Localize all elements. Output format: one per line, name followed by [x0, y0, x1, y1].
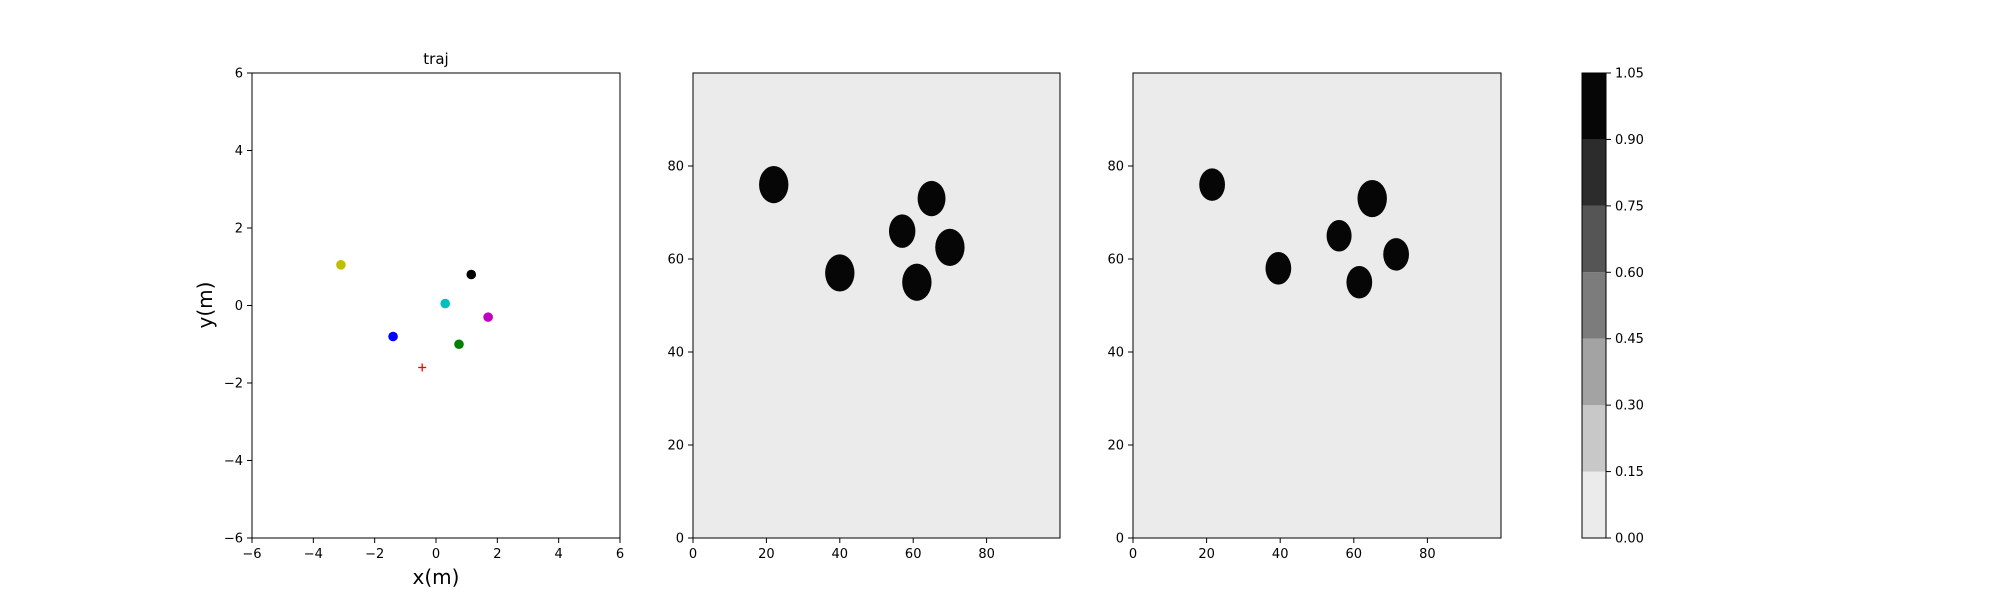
- heatmap-panel-1: 0 20 40 60 80 0 20 40 60 80: [667, 73, 1060, 562]
- traj-x-label: x(m): [413, 565, 460, 589]
- x-tick-label: 40: [832, 547, 849, 562]
- x-tick-label: 20: [1198, 547, 1215, 562]
- colorbar-tick-label: 0.60: [1615, 266, 1644, 281]
- y-tick-label: 4: [235, 144, 243, 159]
- trajectory-point: [454, 339, 464, 349]
- colorbar-band: [1582, 405, 1606, 471]
- occupancy-blob: [759, 166, 788, 203]
- y-tick-label: 80: [667, 160, 684, 175]
- heatmap-1-y-ticks: 0 20 40 60 80: [667, 160, 693, 547]
- occupancy-blob: [889, 214, 915, 247]
- y-tick-label: 0: [235, 299, 243, 314]
- y-tick-label: 60: [667, 253, 684, 268]
- y-tick-label: 80: [1107, 160, 1124, 175]
- x-tick-label: −2: [365, 547, 384, 562]
- y-tick-label: −4: [224, 454, 243, 469]
- y-tick-label: 20: [1107, 439, 1124, 454]
- x-tick-label: 0: [689, 547, 697, 562]
- x-tick-label: −6: [242, 547, 261, 562]
- x-tick-label: 2: [493, 547, 501, 562]
- colorbar-band: [1582, 206, 1606, 272]
- trajectory-point: [483, 312, 493, 322]
- heatmap-2-y-ticks: 0 20 40 60 80: [1107, 160, 1133, 547]
- trajectory-point: [388, 332, 398, 342]
- occupancy-blob: [1265, 252, 1291, 285]
- trajectory-point: [466, 270, 476, 280]
- colorbar-tick-label: 0.45: [1615, 332, 1644, 347]
- trajectory-point: [336, 260, 346, 270]
- x-tick-label: 4: [555, 547, 563, 562]
- x-tick-label: −4: [304, 547, 323, 562]
- occupancy-blob: [1199, 168, 1225, 201]
- occupancy-blob: [1383, 238, 1409, 271]
- occupancy-blob: [1346, 266, 1372, 299]
- colorbar: 0.00 0.15 0.30 0.45 0.60 0.75 0.90 1.05: [1582, 67, 1644, 547]
- colorbar-tick-label: 0.15: [1615, 465, 1644, 480]
- traj-axes-frame: [252, 73, 620, 538]
- occupancy-blob: [825, 254, 854, 291]
- colorbar-tick-label: 0.30: [1615, 399, 1644, 414]
- colorbar-tick-label: 0.00: [1615, 532, 1644, 547]
- y-tick-label: 2: [235, 222, 243, 237]
- colorbar-tick-label: 0.90: [1615, 133, 1644, 148]
- y-tick-label: 40: [1107, 346, 1124, 361]
- x-tick-label: 6: [616, 547, 624, 562]
- occupancy-blob: [935, 229, 964, 266]
- traj-x-ticks: −6 −4 −2 0 2 4 6: [242, 538, 624, 562]
- heatmap-2-x-ticks: 0 20 40 60 80: [1129, 538, 1436, 562]
- y-tick-label: 6: [235, 67, 243, 82]
- colorbar-tick-label: 1.05: [1615, 67, 1644, 82]
- y-tick-label: 0: [1116, 532, 1124, 547]
- x-tick-label: 80: [978, 547, 995, 562]
- occupancy-blob: [1327, 220, 1352, 252]
- traj-scatter-plot: traj −6 −4 −2 0 2 4 6 −6 −4 −2 0 2 4 6 x(m) y(m): [193, 50, 624, 589]
- traj-y-ticks: −6 −4 −2 0 2 4 6: [224, 67, 252, 547]
- heatmap-1-frame: [693, 73, 1060, 538]
- y-tick-label: 60: [1107, 253, 1124, 268]
- traj-title: traj: [423, 50, 448, 68]
- y-tick-label: 20: [667, 439, 684, 454]
- x-tick-label: 60: [905, 547, 922, 562]
- y-tick-label: 0: [676, 532, 684, 547]
- colorbar-tick-label: 0.75: [1615, 199, 1644, 214]
- x-tick-label: 80: [1419, 547, 1436, 562]
- colorbar-band: [1582, 272, 1606, 338]
- y-tick-label: −6: [224, 532, 243, 547]
- x-tick-label: 20: [758, 547, 775, 562]
- x-tick-label: 0: [1129, 547, 1137, 562]
- y-tick-label: −2: [224, 377, 243, 392]
- y-tick-label: 40: [667, 346, 684, 361]
- occupancy-blob: [1357, 180, 1386, 217]
- traj-y-label: y(m): [193, 282, 217, 329]
- occupancy-blob: [902, 264, 931, 301]
- trajectory-point: [440, 299, 450, 309]
- heatmap-2-frame: [1133, 73, 1501, 538]
- heatmap-panel-2: 0 20 40 60 80 0 20 40 60 80: [1107, 73, 1501, 562]
- colorbar-band: [1582, 139, 1606, 205]
- colorbar-band: [1582, 339, 1606, 405]
- x-tick-label: 40: [1272, 547, 1289, 562]
- colorbar-band: [1582, 472, 1606, 538]
- heatmap-1-x-ticks: 0 20 40 60 80: [689, 538, 995, 562]
- x-tick-label: 60: [1346, 547, 1363, 562]
- occupancy-blob: [918, 181, 946, 216]
- x-tick-label: 0: [432, 547, 440, 562]
- colorbar-band: [1582, 73, 1606, 139]
